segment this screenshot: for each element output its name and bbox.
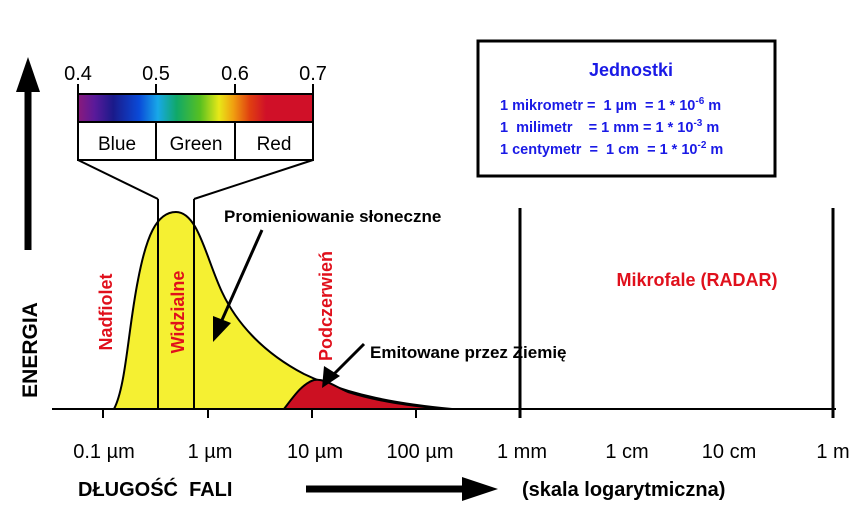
inset-scale-label: 0.6	[221, 63, 249, 85]
region-label-uv: Nadfiolet	[96, 273, 116, 350]
earth-pointer-arrow	[322, 342, 366, 388]
x-tick-label: 10 cm	[702, 441, 756, 463]
visible-spectrum-gradient	[77, 93, 314, 123]
x-tick-label: 1 m	[816, 441, 849, 463]
x-axis-tick-marks	[102, 409, 417, 418]
units-box: Jednostki 1 mikrometr = 1 µm = 1 * 10-6 …	[476, 39, 777, 178]
x-tick-labels: 0.1 µm 1 µm 10 µm 100 µm 1 mm 1 cm 10 cm…	[73, 441, 849, 463]
units-title: Jednostki	[589, 60, 673, 80]
x-tick-label: 1 cm	[605, 441, 648, 463]
spectrum-inset: 0.4 0.5 0.6 0.7 Blue Green Red	[64, 63, 327, 161]
annotation-earth-emission: Emitowane przez Ziemię	[370, 343, 567, 362]
y-axis-arrowhead	[16, 57, 40, 92]
region-dividers	[518, 208, 835, 418]
x-axis-direction-arrow	[306, 477, 498, 501]
band-label-green: Green	[170, 134, 223, 155]
visible-band-lines	[157, 199, 195, 409]
band-label-blue: Blue	[98, 134, 136, 155]
inset-scale-label: 0.4	[64, 63, 92, 85]
unit-line-centimeter: 1 centymetr = 1 cm = 1 * 10-2 m	[500, 140, 723, 158]
solar-pointer-arrow	[213, 229, 264, 342]
solar-curve	[112, 210, 453, 410]
region-label-microwave: Mikrofale (RADAR)	[616, 270, 777, 290]
x-tick-label: 0.1 µm	[73, 441, 135, 463]
x-axis-label: DŁUGOŚĆ FALI	[78, 477, 232, 501]
band-label-box	[77, 121, 314, 161]
unit-line-micrometer: 1 mikrometr = 1 µm = 1 * 10-6 m	[500, 96, 721, 114]
x-tick-label: 100 µm	[386, 441, 453, 463]
x-tick-label: 1 µm	[188, 441, 233, 463]
region-label-infrared: Podczerwień	[316, 251, 336, 361]
earth-emission-curve	[281, 378, 447, 410]
x-tick-label: 1 mm	[497, 441, 547, 463]
inset-scale-label: 0.7	[299, 63, 327, 85]
y-axis-label: ENERGIA	[19, 302, 42, 398]
inset-funnel	[77, 159, 314, 200]
inset-scale-label: 0.5	[142, 63, 170, 85]
x-axis-scale-note: (skala logarytmiczna)	[522, 479, 725, 501]
band-label-red: Red	[257, 134, 292, 155]
annotation-solar-radiation: Promieniowanie słoneczne	[224, 207, 441, 226]
inset-scale-ticks	[77, 84, 314, 94]
x-tick-label: 10 µm	[287, 441, 343, 463]
region-label-visible: Widzialne	[168, 271, 188, 354]
unit-line-millimeter: 1 milimetr = 1 mm = 1 * 10-3 m	[500, 118, 719, 136]
